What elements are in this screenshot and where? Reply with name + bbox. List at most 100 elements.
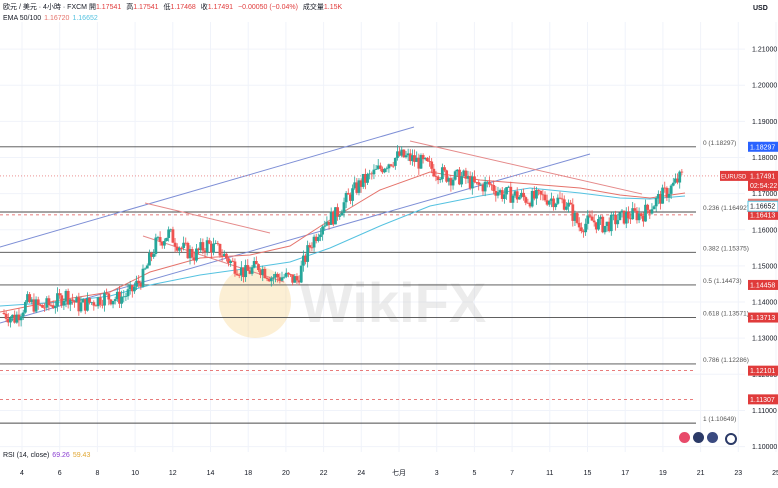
candle-body — [197, 248, 200, 251]
candle — [550, 192, 553, 208]
candle-body — [199, 242, 203, 251]
candle-body — [53, 306, 57, 309]
candle — [276, 272, 280, 283]
candle-body — [11, 314, 14, 318]
candle-body — [562, 199, 566, 210]
candle — [650, 203, 654, 215]
candle-body — [154, 237, 158, 254]
candle-body — [579, 227, 583, 232]
calendar-icon[interactable] — [725, 433, 737, 445]
candle-body — [28, 294, 32, 303]
time-tick-label: 23 — [734, 470, 742, 477]
price-tick-label: 1.10000 — [752, 444, 777, 451]
candle — [363, 168, 367, 190]
candle-body — [468, 176, 472, 189]
candle — [605, 221, 609, 232]
candle-body — [130, 285, 134, 292]
candle — [128, 280, 132, 295]
last-price-value: 1.17491 — [750, 173, 775, 180]
candle — [329, 207, 333, 225]
candle-body — [316, 237, 320, 241]
candle — [188, 245, 192, 265]
candle — [535, 186, 538, 205]
candle — [584, 218, 588, 236]
candle — [374, 165, 378, 170]
candle — [66, 288, 70, 309]
channel-upper-line[interactable] — [0, 126, 415, 248]
candle-body — [239, 267, 243, 276]
level-label: 0 (1.18297) — [703, 140, 736, 147]
candle — [272, 274, 275, 284]
time-axis[interactable]: 4 6 8 10 12 14 18 20 22 24 七月 3 5 7 11 15 17 19 21 23 25 — [20, 468, 778, 477]
candle — [109, 299, 113, 306]
candle-body — [554, 203, 558, 208]
news-icon[interactable] — [707, 432, 718, 443]
candle-body — [282, 276, 286, 278]
level-badge-box — [748, 365, 778, 376]
candle-body — [445, 170, 449, 182]
candle-body — [402, 149, 406, 158]
time-tick-label: 25 — [772, 470, 778, 477]
flag-upper-line[interactable] — [144, 202, 271, 234]
candle-body — [231, 260, 235, 262]
candle-body — [9, 317, 12, 323]
price-badges: 1.18297 1.14458 1.13713 1.16413 1.12101 1.113… — [0, 141, 778, 405]
candle-body — [171, 229, 175, 243]
candle — [545, 194, 549, 207]
candle — [567, 199, 570, 213]
candle-body — [458, 169, 461, 185]
candle — [165, 237, 168, 242]
candle-body — [201, 242, 205, 251]
rsi-legend[interactable]: RSI (14, close) 69.26 59.43 — [3, 452, 90, 459]
candle — [83, 298, 87, 315]
candle-body — [135, 280, 138, 287]
candle-body — [428, 161, 431, 162]
candle — [135, 275, 138, 290]
candle-body — [287, 272, 290, 275]
price-axis[interactable]: 1.21000 1.20000 1.19000 1.18000 1.17000 1.160… — [752, 47, 777, 451]
candle — [291, 274, 295, 286]
candle-body — [162, 241, 166, 246]
candle-body — [133, 286, 136, 292]
candle — [293, 274, 297, 283]
candle-body — [404, 155, 408, 158]
candle-body — [34, 299, 38, 312]
candle — [239, 261, 243, 281]
trend-channel[interactable] — [0, 126, 643, 324]
candle-body — [515, 191, 519, 200]
ema-legend[interactable]: EMA 50/100 1.16720 1.16652 — [3, 14, 98, 23]
candle-body — [299, 265, 303, 283]
candle-body — [528, 203, 532, 207]
candle-body — [218, 243, 222, 256]
candle-body — [261, 268, 265, 275]
price-tick-label: 1.19000 — [752, 119, 777, 126]
candle — [496, 186, 500, 199]
candle-body — [357, 180, 361, 193]
lightning-icon[interactable] — [679, 432, 690, 443]
candle-body — [148, 253, 151, 266]
candle — [26, 291, 29, 304]
candle — [261, 265, 265, 282]
price-tick-label: 1.15000 — [752, 263, 777, 270]
candle-body — [372, 169, 376, 175]
candle-body — [327, 221, 331, 225]
candle — [346, 188, 350, 195]
candle — [227, 256, 230, 267]
candle-body — [36, 299, 40, 305]
candle-body — [15, 314, 19, 323]
candle-body — [558, 197, 562, 199]
candle-body — [41, 304, 44, 308]
candle — [541, 189, 545, 201]
candle — [295, 273, 299, 284]
candle — [246, 259, 250, 271]
resistance-trendline[interactable] — [409, 140, 643, 195]
candle-body — [616, 220, 620, 225]
channel-lower-line[interactable] — [0, 153, 591, 324]
flag-icon[interactable] — [693, 432, 704, 443]
candle-body — [336, 207, 339, 217]
candle — [637, 207, 641, 224]
candle — [468, 171, 472, 191]
candle-body — [620, 210, 624, 213]
